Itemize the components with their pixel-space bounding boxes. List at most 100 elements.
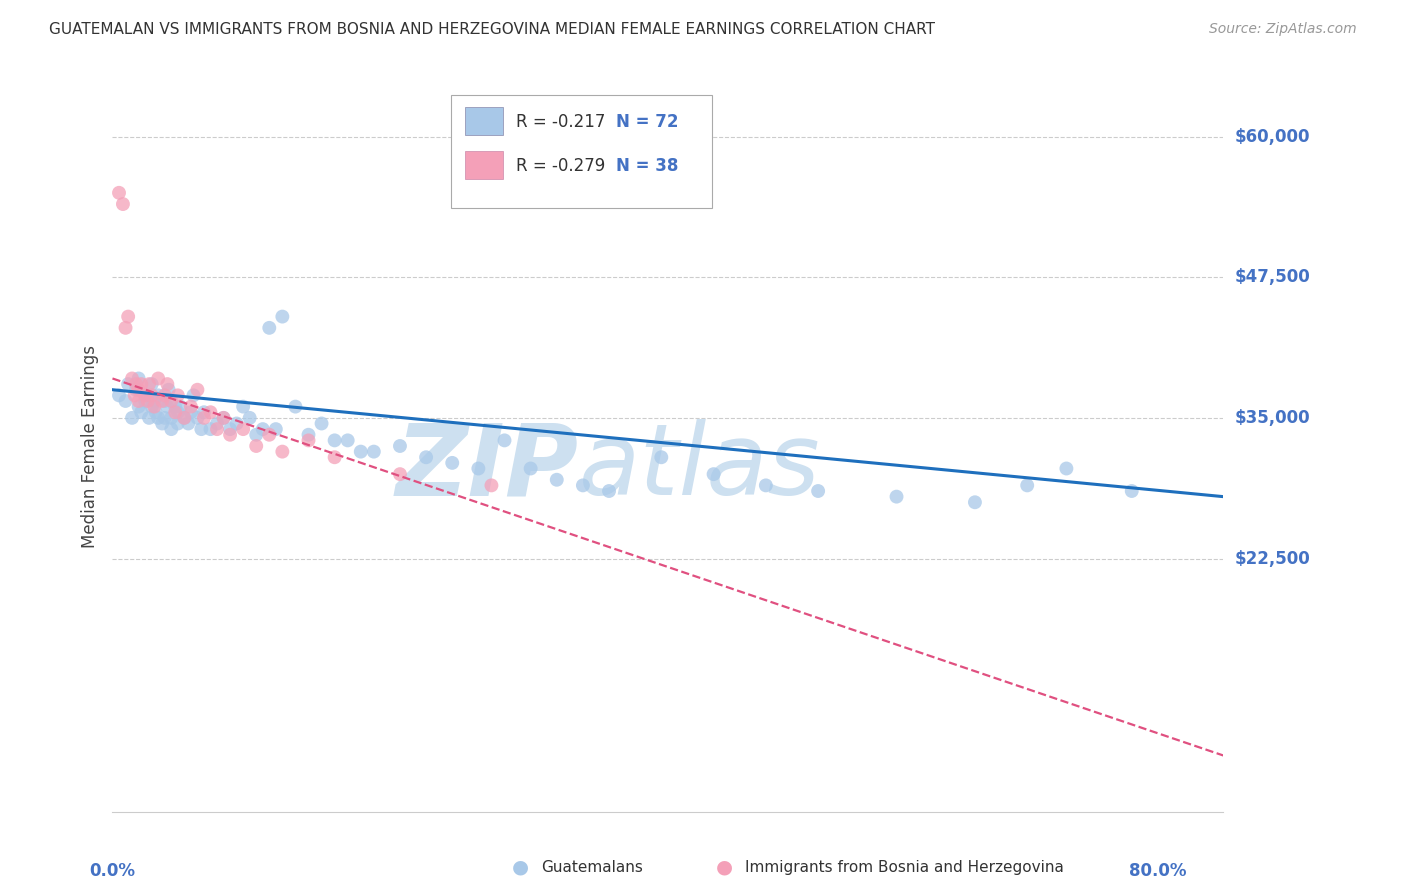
Point xyxy=(200,405,222,419)
Point xyxy=(111,197,134,211)
Point xyxy=(205,417,228,431)
Point xyxy=(108,388,131,402)
Point xyxy=(180,400,202,414)
Point xyxy=(363,444,385,458)
Point xyxy=(259,321,281,335)
Text: R = -0.279: R = -0.279 xyxy=(516,157,605,175)
Point xyxy=(128,394,150,409)
Point xyxy=(703,467,725,482)
Point xyxy=(239,410,262,425)
Text: ZIP: ZIP xyxy=(396,419,579,516)
Bar xyxy=(464,152,503,179)
Point xyxy=(148,388,170,402)
Point xyxy=(963,495,986,509)
Text: $22,500: $22,500 xyxy=(1234,549,1310,567)
Point xyxy=(259,427,281,442)
Point xyxy=(121,371,143,385)
Point xyxy=(494,434,516,448)
Bar xyxy=(464,107,503,136)
Point xyxy=(205,422,228,436)
Point xyxy=(114,394,136,409)
Text: N = 38: N = 38 xyxy=(616,157,678,175)
Point xyxy=(212,410,235,425)
Point xyxy=(173,410,195,425)
Point xyxy=(141,388,163,402)
Text: ●: ● xyxy=(716,857,733,877)
Point xyxy=(117,310,139,324)
Point xyxy=(388,439,411,453)
Point xyxy=(1054,461,1077,475)
Point xyxy=(546,473,568,487)
Text: ●: ● xyxy=(512,857,529,877)
Point xyxy=(336,434,359,448)
Point xyxy=(245,439,267,453)
Text: Immigrants from Bosnia and Herzegovina: Immigrants from Bosnia and Herzegovina xyxy=(745,860,1064,874)
Point xyxy=(388,467,411,482)
Text: GUATEMALAN VS IMMIGRANTS FROM BOSNIA AND HERZEGOVINA MEDIAN FEMALE EARNINGS CORR: GUATEMALAN VS IMMIGRANTS FROM BOSNIA AND… xyxy=(49,22,935,37)
Point xyxy=(177,417,200,431)
Point xyxy=(212,410,235,425)
Point xyxy=(108,186,131,200)
Point xyxy=(173,410,195,425)
Point xyxy=(598,483,620,498)
Point xyxy=(415,450,437,465)
Point xyxy=(1017,478,1039,492)
Point xyxy=(180,405,202,419)
Point xyxy=(141,400,163,414)
Point xyxy=(1121,483,1143,498)
Point xyxy=(350,444,373,458)
Point xyxy=(143,394,166,409)
Point xyxy=(245,427,267,442)
Text: $60,000: $60,000 xyxy=(1234,128,1310,145)
Point xyxy=(166,417,188,431)
Point xyxy=(467,461,489,475)
Point xyxy=(271,444,294,458)
Point xyxy=(165,400,187,414)
Point xyxy=(441,456,464,470)
Point xyxy=(143,400,166,414)
Point xyxy=(572,478,595,492)
Point xyxy=(117,377,139,392)
Point xyxy=(200,422,222,436)
Point xyxy=(157,383,180,397)
Point xyxy=(156,377,179,392)
Point xyxy=(148,371,170,385)
Point xyxy=(519,461,541,475)
Point xyxy=(156,400,179,414)
Text: 80.0%: 80.0% xyxy=(1129,863,1187,880)
Point xyxy=(219,422,242,436)
Text: atlas: atlas xyxy=(579,419,821,516)
Point xyxy=(128,400,150,414)
Text: 0.0%: 0.0% xyxy=(90,863,135,880)
Point xyxy=(311,417,333,431)
Text: $47,500: $47,500 xyxy=(1234,268,1310,286)
Point xyxy=(232,422,254,436)
Point xyxy=(169,400,191,414)
Point xyxy=(186,383,208,397)
Point xyxy=(297,427,319,442)
Point xyxy=(297,434,319,448)
Point xyxy=(134,394,156,409)
Point xyxy=(134,388,156,402)
Point xyxy=(124,388,146,402)
Text: R = -0.217: R = -0.217 xyxy=(516,113,605,131)
Point xyxy=(284,400,307,414)
Point xyxy=(807,483,830,498)
Point xyxy=(481,478,503,492)
Point xyxy=(886,490,908,504)
Point xyxy=(186,410,208,425)
Point xyxy=(225,417,247,431)
Text: Guatemalans: Guatemalans xyxy=(541,860,643,874)
Text: N = 72: N = 72 xyxy=(616,113,678,131)
Point xyxy=(148,410,170,425)
Point xyxy=(125,377,148,392)
Point xyxy=(166,388,188,402)
Point xyxy=(125,383,148,397)
Point xyxy=(121,410,143,425)
Point xyxy=(755,478,778,492)
Point xyxy=(650,450,672,465)
Point xyxy=(323,450,346,465)
Point xyxy=(128,383,150,397)
Point xyxy=(136,394,159,409)
Point xyxy=(153,394,176,409)
